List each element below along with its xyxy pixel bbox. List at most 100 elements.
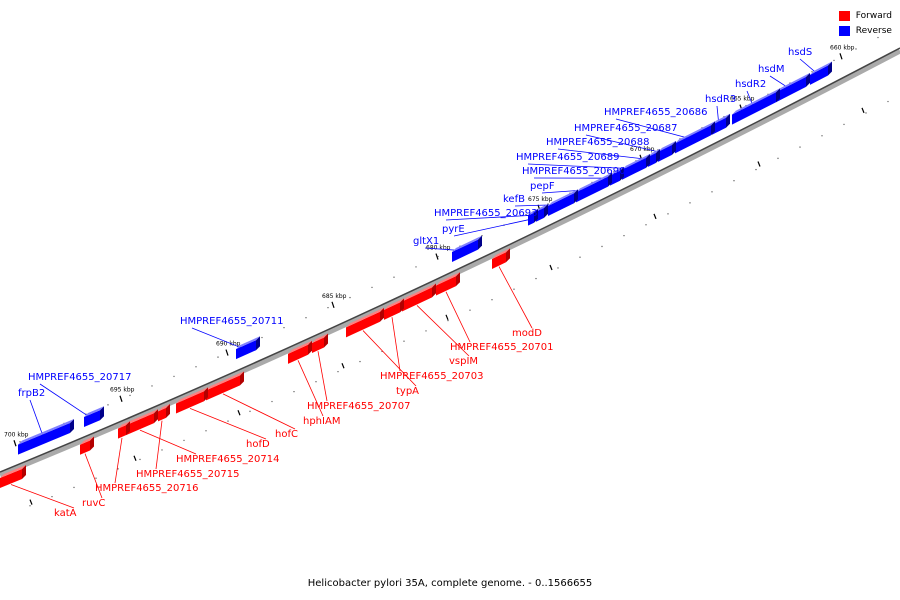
forward-gene-10-top: [158, 403, 170, 412]
forward-gene-0-top: [492, 248, 510, 259]
lower-tick: [861, 107, 865, 114]
forward-gene-2-leader: [416, 305, 470, 357]
forward-gene-2-label: vspIM: [449, 356, 478, 367]
forward-gene-8-face: [176, 391, 204, 414]
scale-label-4: 680 kbp: [426, 245, 451, 252]
forward-gene-8: [176, 387, 208, 414]
reverse-gene-11-label: HMPREF4655_20693: [434, 208, 537, 219]
forward-gene-10-side: [166, 403, 170, 418]
lower-tick: [549, 264, 553, 271]
forward-gene-10-label: HMPREF4655_20715: [136, 469, 239, 480]
reverse-gene-11-side: [544, 203, 548, 218]
guide-dot: [799, 146, 801, 148]
lower-tick: [341, 363, 345, 369]
reverse-gene-1-side: [806, 72, 810, 87]
reverse-gene-5-label: HMPREF4655_20687: [574, 123, 677, 134]
guide-dot: [337, 370, 339, 373]
forward-gene-4-leader: [362, 330, 417, 387]
scale-label-0: 660 kbp: [830, 44, 855, 51]
guide-dot: [107, 404, 109, 406]
forward-gene-6-label: hphIAM: [303, 416, 340, 427]
guide-dot: [195, 366, 197, 368]
reverse-gene-3-face: [712, 117, 726, 135]
guide-dot: [535, 277, 537, 280]
guide-dot: [359, 360, 361, 363]
reverse-gene-0-top: [810, 61, 832, 75]
reverse-gene-5-side: [672, 140, 676, 155]
reverse-gene-13-label: gltX1: [413, 236, 439, 247]
guide-dot: [645, 224, 647, 226]
reverse-gene-16-side: [70, 418, 74, 433]
forward-gene-3-top: [384, 298, 404, 310]
forward-gene-12: [80, 436, 94, 455]
reverse-gene-6-leader: [557, 148, 653, 161]
reverse-gene-2-top: [732, 88, 780, 115]
reverse-gene-14-label: HMPREF4655_20711: [180, 316, 283, 327]
reverse-gene-12-face: [528, 212, 534, 226]
guide-dot: [283, 326, 285, 329]
reverse-gene-10-top: [548, 189, 578, 206]
forward-gene-5: [312, 333, 328, 353]
guide-dot: [447, 319, 449, 322]
forward-gene-3-label: HMPREF4655_20703: [380, 371, 483, 382]
legend: Forward Reverse: [838, 8, 892, 38]
guide-dot: [139, 458, 141, 461]
reverse-gene-10-label: kefB: [503, 194, 525, 205]
reverse-gene-16: [18, 418, 74, 455]
scale-tick-4: [435, 253, 439, 260]
reverse-gene-7-top: [622, 153, 650, 170]
reverse-gene-13-top: [452, 235, 482, 252]
guide-dot: [393, 276, 395, 278]
forward-gene-6-face: [288, 344, 308, 364]
forward-gene-6-leader: [297, 360, 324, 417]
reverse-gene-4-top: [675, 121, 715, 144]
legend-reverse: Reverse: [838, 23, 892, 38]
forward-gene-12-leader: [84, 453, 103, 499]
reverse-gene-15-side: [100, 406, 104, 421]
forward-gene-2-top: [402, 283, 436, 302]
guide-dot: [271, 400, 273, 403]
legend-forward: Forward: [838, 8, 892, 23]
forward-gene-13-face: [0, 468, 22, 488]
reverse-gene-3-side: [726, 113, 730, 128]
scale-label-1: 665 kbp: [730, 96, 755, 103]
forward-gene-13-side: [22, 464, 26, 479]
reverse-gene-7-face: [622, 157, 646, 180]
reverse-gene-13: [452, 235, 482, 262]
guide-dot: [95, 477, 97, 479]
guide-dot: [513, 288, 515, 290]
guide-dot: [469, 309, 471, 311]
reverse-gene-14: [236, 336, 260, 360]
reverse-gene-10-face: [548, 193, 574, 216]
forward-gene-1-leader: [445, 291, 471, 343]
forward-gene-5-face: [312, 337, 324, 353]
scale-label-3: 675 kbp: [528, 196, 553, 203]
forward-gene-0: [492, 248, 510, 269]
forward-gene-8-side: [204, 387, 208, 402]
forward-gene-7-face: [206, 375, 240, 401]
forward-gene-4-top: [346, 307, 384, 328]
forward-gene-7-leader: [222, 393, 296, 430]
scale-label-5: 685 kbp: [322, 293, 347, 300]
forward-gene-3-leader: [391, 317, 401, 372]
reverse-label: Reverse: [855, 25, 892, 36]
forward-gene-2: [402, 283, 436, 312]
guide-dot: [855, 48, 857, 50]
backbone-shadow: [0, 48, 900, 478]
guide-dot: [305, 316, 307, 319]
guide-dot: [833, 59, 835, 62]
forward-gene-1-side: [456, 272, 460, 287]
forward-gene-9-label: HMPREF4655_20714: [176, 454, 279, 465]
reverse-gene-1-top: [776, 72, 810, 93]
reverse-gene-14-side: [256, 336, 260, 351]
scale-tick-6: [225, 349, 229, 356]
reverse-gene-7-label: HMPREF4655_20689: [516, 152, 619, 163]
reverse-gene-7-leader: [527, 163, 635, 170]
guide-dot: [161, 449, 163, 451]
forward-gene-4: [346, 307, 384, 338]
forward-gene-6: [288, 340, 312, 364]
forward-gene-10-face: [158, 407, 166, 422]
forward-gene-0-face: [492, 252, 506, 269]
forward-gene-1: [436, 272, 460, 296]
reverse-gene-11-top: [536, 203, 548, 212]
